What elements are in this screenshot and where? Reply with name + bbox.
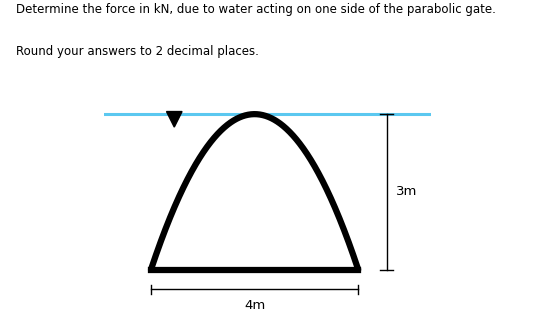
Text: 4m: 4m xyxy=(244,299,265,312)
Text: Round your answers to 2 decimal places.: Round your answers to 2 decimal places. xyxy=(16,45,259,58)
Text: Determine the force in kN, due to water acting on one side of the parabolic gate: Determine the force in kN, due to water … xyxy=(16,3,496,16)
Text: 3m: 3m xyxy=(396,185,417,198)
Polygon shape xyxy=(167,112,182,127)
